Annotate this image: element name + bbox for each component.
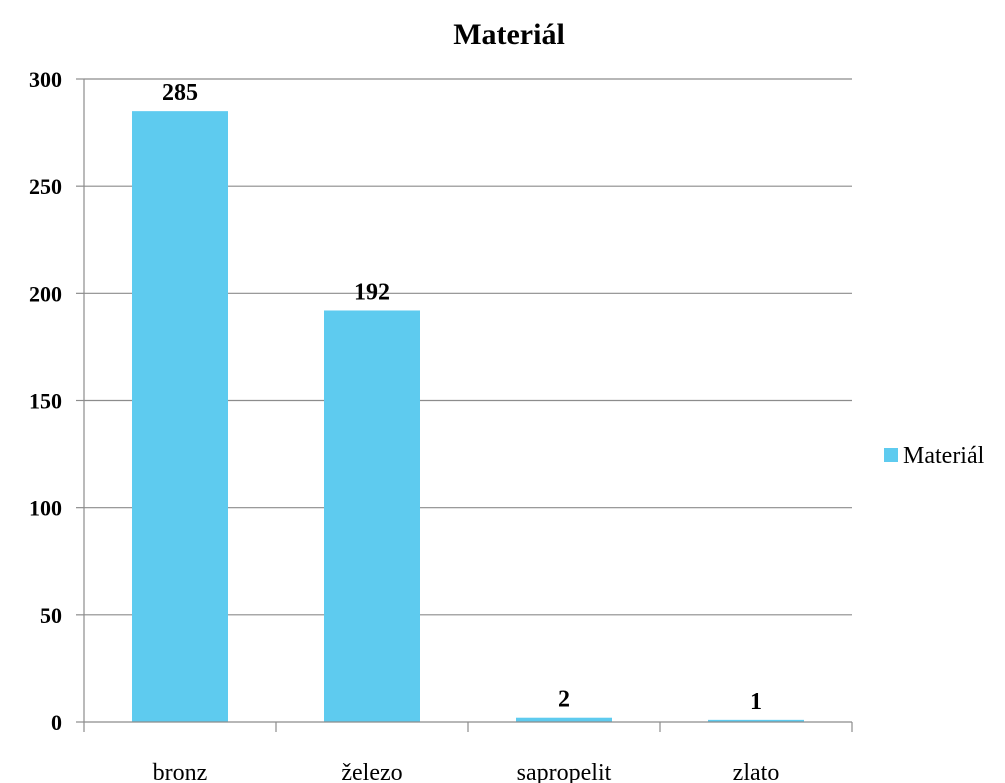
legend: Materiál — [884, 443, 985, 469]
y-axis-ticks: 0 50 100 150 200 250 300 — [29, 67, 62, 735]
x-axis-ticks: bronz železo sapropelit zlato — [153, 760, 780, 783]
data-label: 285 — [162, 80, 198, 106]
x-tick-label: bronz — [153, 760, 208, 783]
x-axis — [83, 79, 853, 732]
y-tick-label: 200 — [29, 281, 62, 306]
y-tick-label: 150 — [29, 389, 62, 414]
data-label: 1 — [750, 689, 762, 715]
chart-title: Materiál — [453, 18, 565, 51]
bar — [324, 310, 420, 722]
y-tick-label: 250 — [29, 174, 62, 199]
bars — [132, 111, 804, 722]
legend-swatch — [884, 448, 898, 462]
legend-label: Materiál — [903, 443, 985, 469]
x-tick-label: železo — [341, 760, 402, 783]
data-label: 2 — [558, 687, 570, 713]
y-tick-label: 0 — [51, 710, 62, 735]
x-tick-label: sapropelit — [517, 760, 612, 783]
x-tick-label: zlato — [733, 760, 780, 783]
y-tick-label: 50 — [40, 603, 62, 628]
y-tick-label: 100 — [29, 496, 62, 521]
data-labels: 285 192 2 1 — [162, 80, 762, 715]
y-tick-label: 300 — [29, 67, 62, 92]
bar — [132, 111, 228, 722]
bar — [708, 719, 804, 722]
data-label: 192 — [354, 279, 390, 305]
bar — [516, 717, 612, 722]
